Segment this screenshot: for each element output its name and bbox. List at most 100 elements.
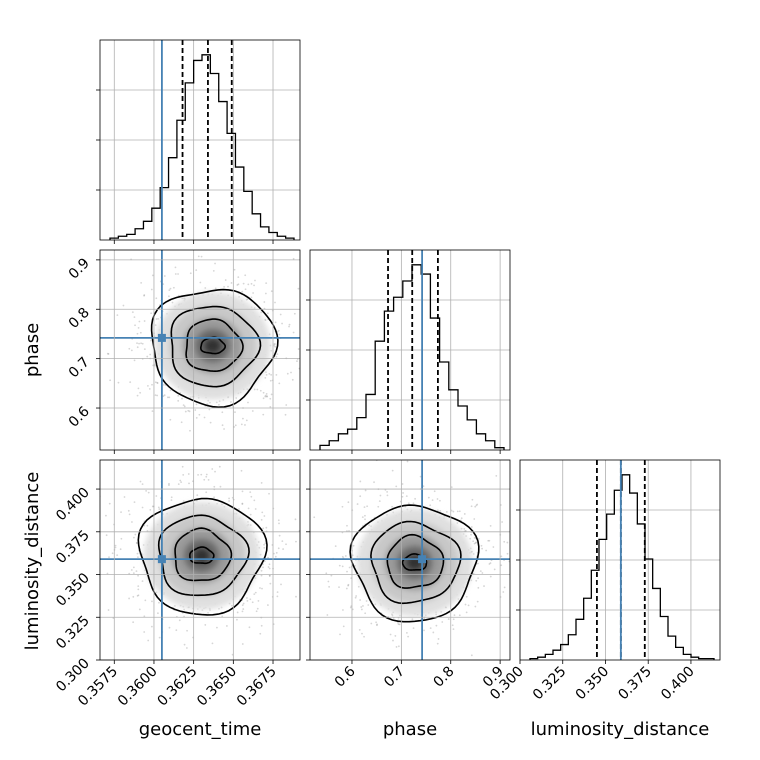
sample-point	[249, 598, 252, 601]
sample-point	[209, 609, 211, 611]
sample-point	[360, 606, 363, 608]
sample-point	[212, 269, 215, 272]
sample-point	[470, 654, 473, 657]
sample-point	[211, 642, 214, 645]
sample-point	[214, 287, 217, 290]
sample-point	[149, 508, 152, 511]
sample-point	[234, 424, 237, 427]
sample-point	[163, 275, 166, 277]
sample-point	[142, 544, 145, 546]
sample-point	[364, 612, 367, 615]
sample-point	[422, 485, 425, 488]
sample-point	[223, 428, 225, 430]
sample-point	[254, 591, 257, 594]
sample-point	[135, 541, 138, 544]
sample-point	[399, 614, 401, 617]
sample-point	[457, 598, 460, 600]
sample-point	[436, 642, 439, 645]
sample-point	[162, 383, 165, 386]
sample-point	[312, 336, 314, 338]
sample-point	[362, 605, 364, 607]
x-tick-label: 0.3650	[194, 664, 240, 710]
sample-point	[251, 410, 254, 412]
sample-point	[179, 479, 182, 482]
sample-point	[280, 583, 282, 586]
sample-point	[349, 606, 352, 609]
sample-point	[147, 639, 150, 642]
sample-point	[195, 416, 198, 419]
sample-point	[228, 500, 230, 502]
sample-point	[268, 574, 271, 577]
panel-2d-phase-luminosity_distance	[292, 460, 510, 660]
sample-point	[128, 513, 131, 516]
sample-point	[218, 607, 220, 610]
sample-point	[132, 621, 135, 624]
sample-point	[270, 290, 273, 293]
sample-point	[361, 632, 363, 635]
sample-point	[231, 604, 233, 607]
sample-point	[207, 399, 210, 402]
sample-point	[264, 318, 267, 321]
sample-point	[205, 248, 207, 250]
sample-point	[132, 595, 135, 598]
sample-point	[154, 364, 156, 367]
sample-point	[264, 542, 267, 545]
sample-point	[116, 554, 119, 557]
sample-point	[492, 546, 495, 548]
sample-point	[456, 522, 459, 524]
sample-point	[473, 537, 476, 539]
sample-point	[476, 600, 479, 603]
sample-point	[451, 624, 454, 627]
sample-point	[359, 480, 362, 483]
sample-point	[325, 572, 328, 575]
sample-point	[450, 486, 453, 489]
sample-point	[169, 287, 172, 290]
sample-point	[175, 629, 178, 632]
sample-point	[137, 556, 139, 559]
sample-point	[313, 516, 316, 519]
sample-point	[341, 505, 344, 508]
sample-point	[133, 359, 136, 362]
sample-point	[348, 529, 350, 532]
sample-point	[135, 570, 138, 573]
sample-point	[269, 397, 272, 400]
sample-point	[391, 613, 393, 616]
sample-point	[207, 611, 209, 614]
sample-point	[221, 503, 223, 506]
sample-point	[181, 297, 184, 300]
sample-point	[134, 324, 136, 327]
sample-point	[136, 552, 139, 555]
y-tick-label: 0.7	[66, 354, 93, 381]
sample-point	[344, 555, 347, 557]
sample-point	[200, 473, 203, 476]
sample-point	[256, 607, 259, 610]
sample-point	[292, 257, 295, 260]
sample-point	[136, 332, 139, 335]
sample-point	[282, 548, 285, 550]
sample-point	[296, 360, 298, 363]
sample-point	[429, 504, 432, 507]
sample-point	[272, 552, 275, 555]
sample-point	[260, 569, 263, 572]
sample-point	[453, 614, 456, 617]
sample-point	[376, 623, 378, 626]
sample-point	[412, 627, 415, 630]
sample-point	[406, 460, 409, 463]
sample-point	[427, 496, 430, 499]
x-axis-label-phase: phase	[383, 719, 437, 740]
sample-point	[237, 276, 240, 279]
sample-point	[203, 478, 206, 481]
sample-point	[293, 312, 296, 315]
sample-point	[292, 633, 294, 635]
y-tick-label: 0.6	[66, 403, 93, 430]
sample-point	[155, 455, 157, 457]
sample-point	[269, 582, 272, 585]
sample-point	[278, 382, 281, 385]
sample-point	[185, 647, 188, 649]
sample-point	[227, 285, 229, 288]
sample-point	[180, 421, 183, 424]
sample-point	[273, 344, 276, 347]
sample-point	[447, 618, 450, 620]
sample-point	[253, 388, 256, 391]
